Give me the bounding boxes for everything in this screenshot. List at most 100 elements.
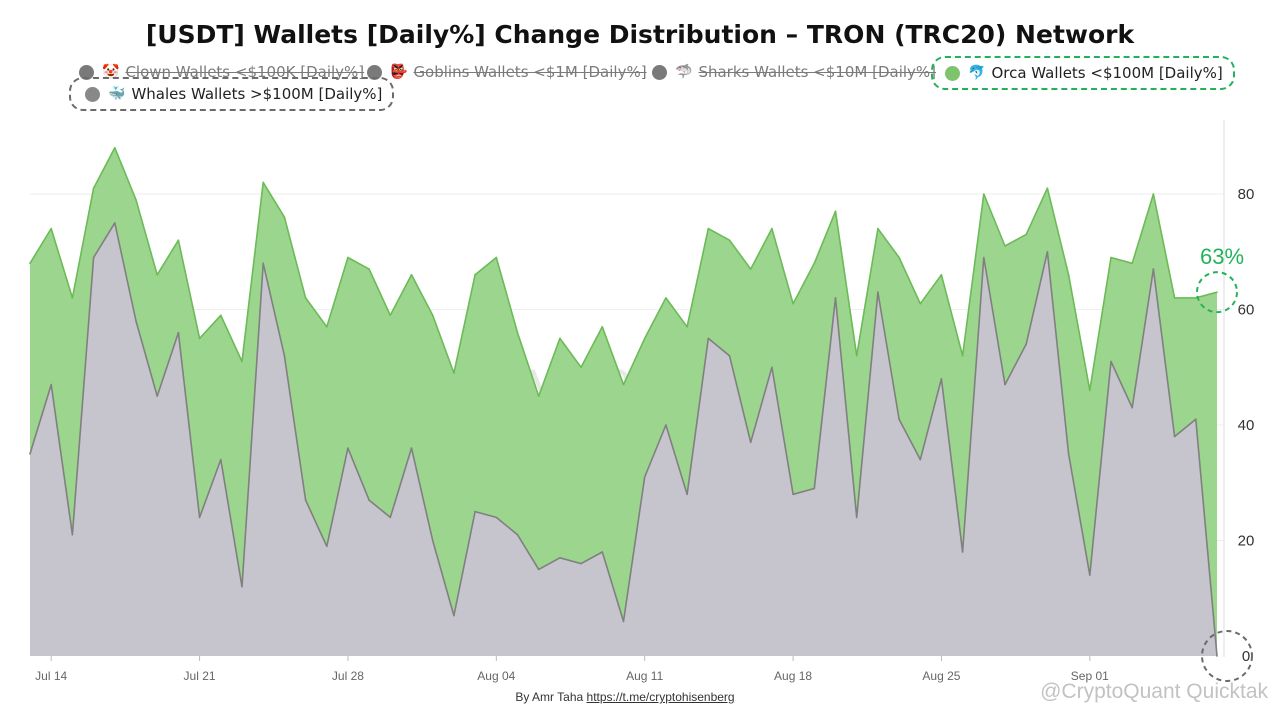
legend-item-whales[interactable]: 🐳 Whales Wallets >$100M [Daily%] xyxy=(69,77,395,111)
orca-series-point xyxy=(474,274,476,276)
orca-series-point xyxy=(961,354,964,357)
legend-item-sharks[interactable]: 🦈 Sharks Wallets <$10M [Daily%] xyxy=(652,59,936,85)
whales-series-point xyxy=(431,539,434,542)
orca-series-point xyxy=(1089,389,1091,392)
whales-series-point xyxy=(92,256,95,259)
whales-series-point xyxy=(262,262,265,265)
orca-series-point xyxy=(198,337,201,340)
orca-series-point xyxy=(1046,187,1049,189)
whales-series-point xyxy=(834,297,837,299)
clown-icon: 🤡 xyxy=(102,64,120,80)
legend-item-clown[interactable]: 🤡 Clown Wallets <$100K [Daily%] xyxy=(79,59,364,85)
orca-series-point xyxy=(431,314,434,317)
whales-series-point xyxy=(495,516,498,519)
x-tick-label: Aug 04 xyxy=(477,669,515,683)
whales-series-point xyxy=(389,516,392,519)
orca-series-point xyxy=(792,302,794,305)
whales-series-point xyxy=(347,447,349,449)
orca-series-point xyxy=(1025,233,1027,236)
whales-series-point xyxy=(665,424,667,426)
whales-series-point xyxy=(241,585,243,588)
orca-series-point xyxy=(135,199,137,201)
whales-series-point xyxy=(177,331,180,334)
orca-series-point xyxy=(71,297,74,299)
whales-last-value-highlight xyxy=(1201,630,1253,682)
legend-item-goblins[interactable]: 👺 Goblins Wallets <$1M [Daily%] xyxy=(367,59,647,85)
legend-label: Clown Wallets <$100K [Daily%] xyxy=(125,63,365,81)
orca-series-point xyxy=(495,256,498,259)
orca-series-point xyxy=(643,337,646,340)
credit-line: By Amr Taha https://t.me/cryptohisenberg xyxy=(0,690,1250,704)
orca-series-point xyxy=(834,210,837,213)
orca-series-point xyxy=(29,262,31,265)
orca-series-point xyxy=(622,383,625,386)
y-axis-ticks: 0 20 40 60 80 xyxy=(1238,186,1255,665)
whales-series-point xyxy=(1131,406,1133,409)
x-tick-label: Jul 28 xyxy=(332,669,364,683)
legend-label: Sharks Wallets <$10M [Daily%] xyxy=(698,63,937,81)
orca-series-point xyxy=(368,268,370,270)
whales-series-point xyxy=(410,447,413,449)
whale-icon: 🐳 xyxy=(108,86,126,102)
whales-series-point xyxy=(643,476,646,478)
whales-series-point xyxy=(919,458,922,461)
orca-series-point xyxy=(686,326,688,328)
whales-series-point xyxy=(1195,418,1197,421)
orca-series-point xyxy=(813,262,816,265)
orca-series-point xyxy=(1110,256,1112,259)
orca-series-point xyxy=(1067,274,1070,276)
y-tick-label: 0 xyxy=(1242,648,1250,665)
whales-series-point xyxy=(220,458,222,461)
whales-series-point xyxy=(1152,268,1155,270)
orca-series-point xyxy=(559,337,561,340)
series-areas xyxy=(29,147,1218,657)
orca-series-point xyxy=(241,360,243,363)
orca-icon: 🐬 xyxy=(968,65,986,81)
whales-series-point xyxy=(813,487,816,490)
chart-title: [USDT] Wallets [Daily%] Change Distribut… xyxy=(145,20,1135,49)
orca-series-point xyxy=(347,256,349,259)
credit-link[interactable]: https://t.me/cryptohisenberg xyxy=(586,690,735,704)
annotations: 63% xyxy=(1196,244,1253,682)
whales-series-point xyxy=(1173,435,1176,438)
whales-series-point xyxy=(622,620,625,623)
whales-series-point xyxy=(1089,574,1091,576)
whales-series-point xyxy=(1025,343,1027,345)
whales-series-point xyxy=(516,533,519,536)
orca-series-point xyxy=(707,227,710,230)
orca-last-value-highlight xyxy=(1196,271,1238,314)
orca-series-point xyxy=(855,354,858,357)
whales-series-point xyxy=(135,320,137,322)
credit-author: By Amr Taha xyxy=(515,690,584,704)
whales-series-point xyxy=(898,418,900,421)
whales-series-point xyxy=(559,557,561,559)
whales-series-point xyxy=(855,516,858,519)
whales-series-point xyxy=(707,337,710,340)
whales-series-point xyxy=(156,395,158,397)
y-tick-label: 60 xyxy=(1238,302,1255,319)
legend-dot-icon xyxy=(652,64,667,80)
orca-series-point xyxy=(665,297,667,299)
orca-series-point xyxy=(326,326,328,328)
legend-dot-icon xyxy=(367,64,382,80)
orca-series-point xyxy=(1004,245,1006,247)
orca-series-point xyxy=(580,366,582,369)
whales-series-point xyxy=(283,354,286,357)
whales-series-point xyxy=(50,383,52,386)
goblin-icon: 👺 xyxy=(390,64,408,80)
x-tick-label: Sep 01 xyxy=(1071,669,1109,683)
legend-label: Orca Wallets <$100M [Daily%] xyxy=(991,64,1223,82)
legend-item-orca[interactable]: 🐬 Orca Wallets <$100M [Daily%] xyxy=(931,56,1235,90)
orca-series-point xyxy=(177,239,180,241)
legend-dot-icon xyxy=(945,65,960,81)
whales-series-point xyxy=(198,516,201,519)
orca-series-point xyxy=(1173,297,1176,299)
x-tick-label: Aug 18 xyxy=(774,669,812,683)
orca-series-point xyxy=(156,274,158,276)
orca-series-point xyxy=(877,227,879,230)
orca-series-point xyxy=(50,227,52,230)
y-tick-label: 20 xyxy=(1238,533,1255,550)
orca-series-point xyxy=(898,256,900,259)
orca-series-point xyxy=(537,395,540,397)
